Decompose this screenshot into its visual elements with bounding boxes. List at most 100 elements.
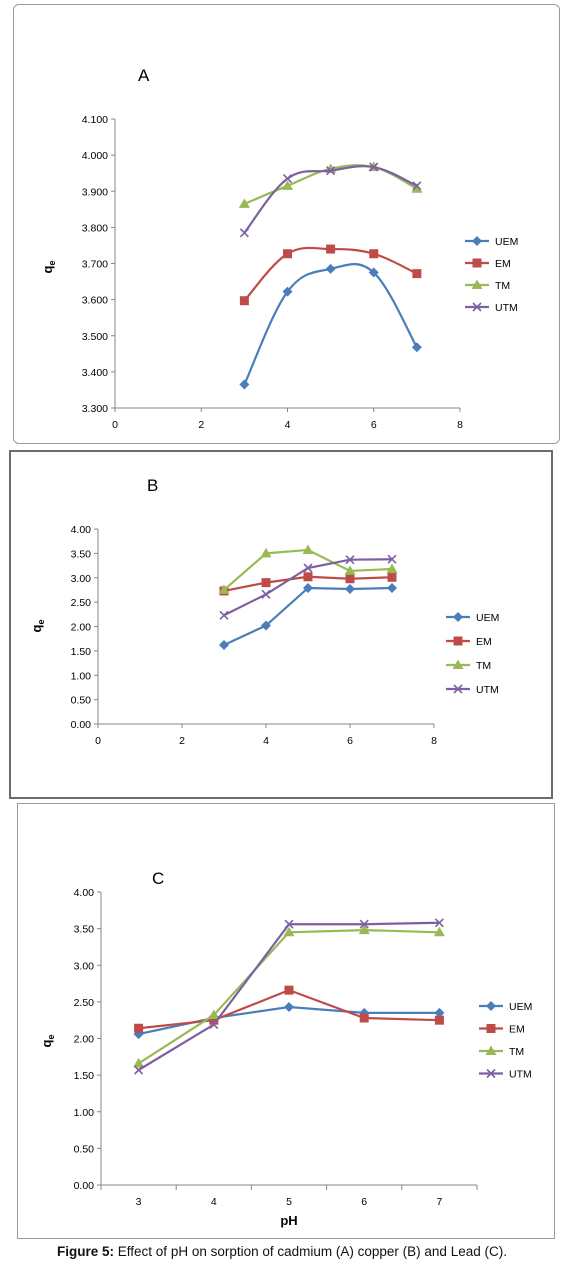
chart-b-y-tick-label: 2.50 [71,597,92,609]
chart-c-point-uem [434,1007,445,1018]
chart-b-y-axis-label: qe [29,620,46,633]
chart-c-series-utm [134,918,444,1075]
chart-b-y-axis-label-sub: e [36,620,46,625]
chart-a-point-uem [239,379,250,390]
chart-a-legend-marker [471,279,483,289]
chart-c-x-tick-label: 4 [211,1196,217,1208]
chart-b-legend-label: EM [476,636,492,648]
chart-c-y-tick-label: 1.50 [74,1070,95,1082]
chart-a-legend-marker [472,302,482,312]
chart-a-point-em [239,296,249,306]
chart-c-legend-label: TM [509,1046,524,1058]
chart-b-legend-item-uem: UEM [446,612,499,624]
chart-c-y-tick-label: 2.00 [74,1034,95,1046]
chart-c-x-tick-label: 3 [136,1196,142,1208]
chart-b-point-em [261,578,271,588]
chart-b-point-utm [303,563,313,573]
chart-c-point-tm [283,926,295,937]
chart-a-series-line-uem [243,263,418,385]
chart-c-x-tick-label: 5 [286,1196,292,1208]
chart-a-point-tm [238,198,250,208]
chart-a-y-tick-label: 3.700 [82,259,108,271]
figure-caption: Figure 5: Effect of pH on sorption of ca… [0,1244,564,1259]
chart-c-point-uem [284,1002,294,1013]
chart-b-point-tm [344,565,356,575]
chart-c-point-tm [133,1057,145,1068]
chart-c-point-utm [359,919,369,929]
chart-a-point-utm [239,228,249,238]
chart-c-point-utm [434,918,444,928]
chart-b-point-uem [387,582,397,593]
chart-b-legend-marker [453,684,463,694]
chart-c-point-em [134,1023,144,1033]
chart-a-point-uem [368,267,379,278]
chart-a-legend-item-utm: UTM [465,302,518,314]
chart-b-y-tick-label: 0.00 [71,719,92,731]
chart-b-y-tick-label: 0.50 [71,695,92,707]
chart-a-y-tick-label: 3.900 [82,186,108,198]
chart-c-y-tick-label: 2.50 [74,997,95,1009]
chart-a-x-tick-label: 0 [112,419,118,431]
chart-c-series-line-utm [138,921,440,1071]
chart-b-point-em [387,572,397,582]
chart-a-y-tick-label: 4.000 [82,150,108,162]
chart-a-point-utm [326,166,336,176]
chart-b-y-axis-label-main: q [29,624,44,632]
chart-a-y-axis-label-sub: e [47,261,57,266]
chart-c-legend-marker [486,1024,496,1033]
chart-a-legend-label: TM [495,280,510,292]
chart-b-x-tick-label: 8 [431,735,437,747]
chart-b-legend-label: UEM [476,612,499,624]
chart-a-series-line-em [243,246,418,302]
chart-a-point-utm [282,174,293,184]
chart-b-legend-item-utm: UTM [446,684,499,696]
chart-c-series-tm [133,924,445,1068]
chart-panel-b: B 0.00 0.50 1.00 1.50 2.00 2.50 3.00 3.50 4.00 0 2 4… [9,450,553,799]
chart-b-legend-item-em: EM [446,636,492,648]
chart-panel-a: A 3.300 3.400 3.500 3.600 3.700 3.800 3.900 4.00… [13,4,560,444]
chart-b-legend-marker [453,612,463,622]
chart-c-point-utm [134,1065,144,1075]
chart-c-point-em [284,985,294,995]
chart-a-point-em [412,269,422,279]
chart-c-y-tick-label: 1.00 [74,1107,95,1119]
chart-b-point-uem [345,583,355,594]
chart-c-x-tick-label: 7 [436,1196,442,1208]
chart-c-svg: C 0.00 0.50 1.00 1.50 2.00 2.50 3.00 3.50 4.00 3 4 5… [39,869,532,1228]
chart-a-point-utm [369,162,379,172]
chart-c-x-axis-label: pH [280,1213,297,1228]
chart-b-point-utm [219,610,229,620]
chart-b-legend-item-tm: TM [446,659,491,672]
chart-c-y-tick-label: 0.00 [74,1180,95,1192]
chart-a-point-em [326,244,336,254]
chart-a-y-tick-label: 3.300 [82,403,108,415]
chart-a-legend-marker [472,258,482,268]
chart-a-x-tick-label: 6 [371,419,377,431]
chart-c-y-axis-label: qe [39,1035,56,1048]
chart-c-y-tick-label: 0.50 [74,1143,95,1155]
chart-b-legend-label: TM [476,660,491,672]
chart-b-point-tm [386,563,398,573]
chart-c-series-em [134,985,444,1033]
chart-a-point-em [369,249,379,259]
chart-c-legend-item-em: EM [479,1024,525,1036]
chart-c-legend-label: UTM [509,1069,532,1081]
chart-c-point-em [359,1013,369,1023]
chart-a-series-line-utm [243,165,418,234]
chart-c-point-uem [133,1029,144,1040]
chart-c-point-utm [284,919,294,929]
chart-b-panel-label: B [147,476,158,495]
chart-a-point-uem [325,263,336,274]
chart-b-y-tick-label: 1.50 [71,646,92,658]
chart-b-y-tick-label: 4.00 [71,524,92,536]
figure-caption-label: Figure 5: [57,1244,115,1259]
chart-b-point-utm [345,555,355,565]
chart-c-point-em [209,1015,219,1025]
chart-c-point-em [434,1015,444,1025]
chart-a-y-axis-label-main: q [40,265,55,273]
chart-c-point-tm [208,1009,220,1020]
chart-b-series-uem [219,582,397,651]
chart-a-legend-item-em: EM [465,258,511,270]
chart-a-series-em [239,244,422,306]
chart-a-point-utm [412,181,422,191]
